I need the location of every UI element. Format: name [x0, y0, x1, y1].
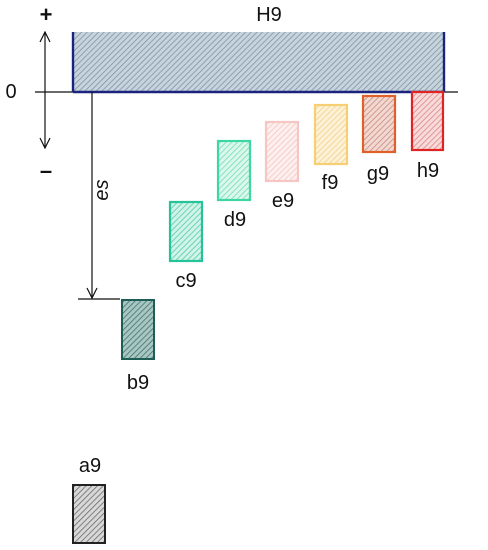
shaft-zone-h9	[410, 90, 445, 152]
es-dimension-arrow	[78, 92, 120, 300]
es-label: es	[91, 179, 113, 200]
minus-sign: –	[40, 158, 52, 183]
shaft-zone-c9	[168, 200, 204, 263]
plus-sign: +	[40, 2, 53, 27]
shaft-zone-h9-label: h9	[417, 160, 439, 182]
shaft-zone-f9	[313, 103, 349, 166]
hole-zone-H9	[71, 32, 446, 94]
zero-line-label: 0	[5, 81, 16, 103]
shaft-zone-e9	[264, 120, 300, 183]
shaft-zone-a9-label: a9	[79, 455, 101, 477]
shaft-zone-g9	[361, 94, 397, 154]
shaft-zone-f9-label: f9	[322, 172, 339, 194]
shaft-zone-g9-label: g9	[367, 163, 389, 185]
shaft-zone-b9-label: b9	[127, 372, 149, 394]
shaft-zone-d9	[216, 139, 252, 202]
shaft-zone-e9-label: e9	[272, 190, 294, 212]
shaft-zone-b9	[121, 299, 155, 360]
hole-zone-H9-label: H9	[256, 4, 282, 26]
shaft-zone-a9	[72, 484, 106, 544]
hole-zone-H9-fill	[73, 32, 444, 92]
shaft-zone-d9-label: d9	[224, 209, 246, 231]
shaft-zone-c9-label: c9	[175, 270, 196, 292]
